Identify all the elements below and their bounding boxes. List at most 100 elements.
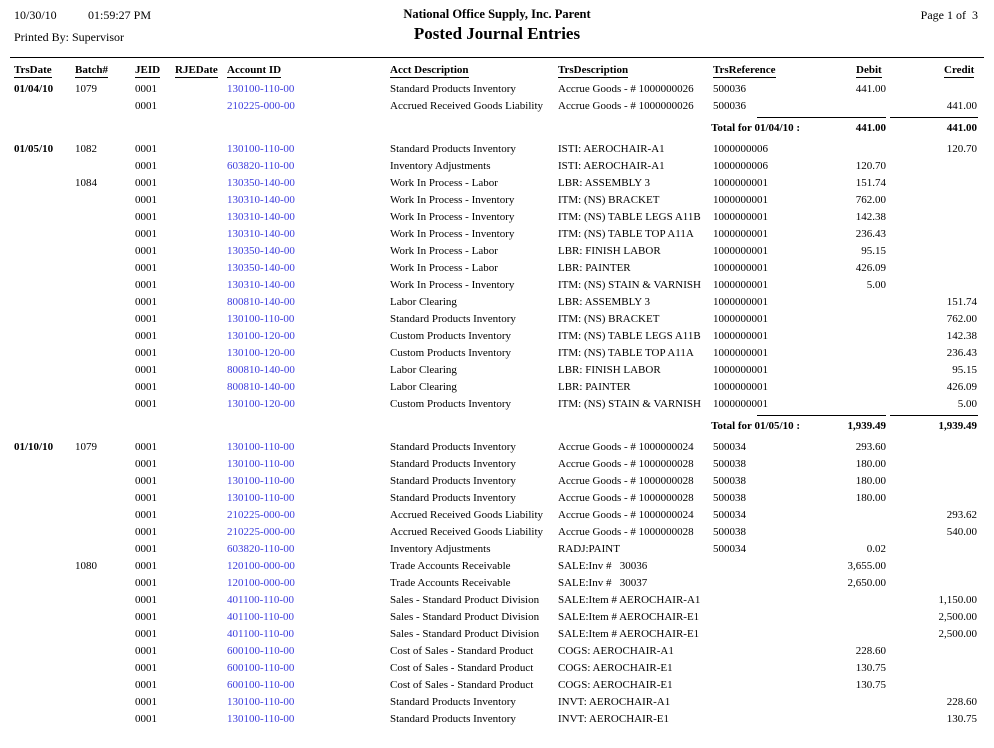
print-date: 10/30/10: [14, 8, 57, 22]
trs-date-cell: 01/10/10: [14, 441, 54, 453]
account-id-link[interactable]: 600100-110-00: [227, 662, 295, 674]
account-id-link[interactable]: 603820-110-00: [227, 543, 295, 555]
account-id-link[interactable]: 130350-140-00: [227, 177, 295, 189]
trs-description-cell: Accrue Goods - # 1000000024: [558, 441, 694, 453]
account-id-link[interactable]: 401100-110-00: [227, 611, 295, 623]
report-body: 01/04/10 1079 0001 130100-110-00 Standard Pr…: [0, 81, 994, 732]
account-id-link[interactable]: 130310-140-00: [227, 279, 295, 291]
column-header-acct-description: Acct Description: [390, 64, 469, 78]
journal-entry-row: 0001 130100-110-00 Standard Products Inven…: [0, 456, 994, 473]
account-id-link[interactable]: 130100-110-00: [227, 458, 295, 470]
journal-entry-row: 0001 800810-140-00 Labor Clearing LBR: ASSE…: [0, 294, 994, 311]
trs-description-cell: ITM: (NS) TABLE TOP A11A: [558, 228, 694, 240]
jeid-cell: 0001: [135, 398, 157, 410]
account-id-link[interactable]: 130350-140-00: [227, 262, 295, 274]
account-id-link[interactable]: 401100-110-00: [227, 628, 295, 640]
trs-description-cell: ITM: (NS) BRACKET: [558, 313, 660, 325]
journal-entry-row: 0001 600100-110-00 Cost of Sales - Standar…: [0, 643, 994, 660]
account-id-link[interactable]: 130310-140-00: [227, 194, 295, 206]
account-id-link[interactable]: 130100-110-00: [227, 83, 295, 95]
credit-cell: 2,500.00: [938, 628, 978, 640]
account-id-link[interactable]: 130100-120-00: [227, 330, 295, 342]
account-id-link[interactable]: 130100-110-00: [227, 492, 295, 504]
trs-reference-cell: 500038: [713, 526, 746, 538]
account-id-link[interactable]: 130100-110-00: [227, 696, 295, 708]
credit-cell: 293.62: [946, 509, 977, 521]
journal-entry-row: 0001 130100-120-00 Custom Products Invento…: [0, 396, 994, 413]
credit-cell: 2,500.00: [938, 611, 978, 623]
debit-cell: 95.15: [861, 245, 886, 257]
jeid-cell: 0001: [135, 628, 157, 640]
journal-entry-row: 01/10/10 1079 0001 130100-110-00 Standard Pr…: [0, 439, 994, 456]
header-divider: [10, 57, 984, 58]
total-credit: 441.00: [946, 122, 977, 134]
account-id-link[interactable]: 210225-000-00: [227, 509, 295, 521]
trs-description-cell: COGS: AEROCHAIR-E1: [558, 662, 673, 674]
acct-description-cell: Inventory Adjustments: [390, 160, 491, 172]
credit-cell: 762.00: [946, 313, 977, 325]
jeid-cell: 0001: [135, 245, 157, 257]
journal-entry-row: 0001 130350-140-00 Work In Process - Labor…: [0, 243, 994, 260]
acct-description-cell: Sales - Standard Product Division: [390, 594, 540, 606]
debit-cell: 142.38: [855, 211, 886, 223]
trs-description-cell: Accrue Goods - # 1000000028: [558, 526, 694, 538]
account-id-link[interactable]: 603820-110-00: [227, 160, 295, 172]
account-id-link[interactable]: 800810-140-00: [227, 381, 295, 393]
trs-reference-cell: 500034: [713, 441, 746, 453]
journal-entry-row: 01/05/10 1082 0001 130100-110-00 Standard Pr…: [0, 141, 994, 158]
account-id-link[interactable]: 800810-140-00: [227, 296, 295, 308]
account-id-link[interactable]: 130100-120-00: [227, 347, 295, 359]
acct-description-cell: Standard Products Inventory: [390, 83, 516, 95]
account-id-link[interactable]: 130100-120-00: [227, 398, 295, 410]
account-id-link[interactable]: 130100-110-00: [227, 441, 295, 453]
account-id-link[interactable]: 130310-140-00: [227, 211, 295, 223]
account-id-link[interactable]: 130350-140-00: [227, 245, 295, 257]
jeid-cell: 0001: [135, 100, 157, 112]
account-id-link[interactable]: 120100-000-00: [227, 560, 295, 572]
acct-description-cell: Standard Products Inventory: [390, 713, 516, 725]
total-label: Total for 01/05/10 :: [711, 420, 800, 432]
trs-description-cell: ITM: (NS) TABLE LEGS A11B: [558, 330, 701, 342]
account-id-link[interactable]: 130100-110-00: [227, 475, 295, 487]
account-id-link[interactable]: 120100-000-00: [227, 577, 295, 589]
trs-reference-cell: 1000000001: [713, 279, 768, 291]
account-id-link[interactable]: 600100-110-00: [227, 645, 295, 657]
jeid-cell: 0001: [135, 279, 157, 291]
column-header-batch: Batch#: [75, 64, 108, 78]
debit-cell: 180.00: [855, 475, 886, 487]
jeid-cell: 0001: [135, 577, 157, 589]
acct-description-cell: Sales - Standard Product Division: [390, 611, 540, 623]
account-id-link[interactable]: 210225-000-00: [227, 100, 295, 112]
jeid-cell: 0001: [135, 611, 157, 623]
column-header-trs-reference: TrsReference: [713, 64, 776, 78]
account-id-link[interactable]: 130100-110-00: [227, 143, 295, 155]
account-id-link[interactable]: 800810-140-00: [227, 364, 295, 376]
trs-reference-cell: 1000000001: [713, 364, 768, 376]
trs-reference-cell: 1000000001: [713, 381, 768, 393]
trs-date-cell: 01/05/10: [14, 143, 54, 155]
jeid-cell: 0001: [135, 662, 157, 674]
account-id-link[interactable]: 130100-110-00: [227, 713, 295, 725]
journal-date-section: 01/04/10 1079 0001 130100-110-00 Standard Pr…: [0, 81, 994, 137]
debit-cell: 0.02: [866, 543, 886, 555]
acct-description-cell: Work In Process - Inventory: [390, 194, 515, 206]
batch-number-cell: 1082: [75, 143, 97, 155]
account-id-link[interactable]: 600100-110-00: [227, 679, 295, 691]
account-id-link[interactable]: 130310-140-00: [227, 228, 295, 240]
trs-description-cell: ITM: (NS) TABLE TOP A11A: [558, 347, 694, 359]
account-id-link[interactable]: 130100-110-00: [227, 313, 295, 325]
credit-cell: 426.09: [946, 381, 977, 393]
acct-description-cell: Trade Accounts Receivable: [390, 560, 511, 572]
journal-entry-row: 0001 130100-120-00 Custom Products Invento…: [0, 328, 994, 345]
trs-description-cell: ITM: (NS) BRACKET: [558, 194, 660, 206]
jeid-cell: 0001: [135, 645, 157, 657]
journal-entry-row: 0001 603820-110-00 Inventory Adjustments RA…: [0, 541, 994, 558]
account-id-link[interactable]: 401100-110-00: [227, 594, 295, 606]
trs-reference-cell: 1000000001: [713, 347, 768, 359]
jeid-cell: 0001: [135, 381, 157, 393]
debit-cell: 151.74: [855, 177, 886, 189]
account-id-link[interactable]: 210225-000-00: [227, 526, 295, 538]
journal-entry-row: 0001 130310-140-00 Work In Process - Inven…: [0, 226, 994, 243]
column-header-account-id: Account ID: [227, 64, 282, 78]
